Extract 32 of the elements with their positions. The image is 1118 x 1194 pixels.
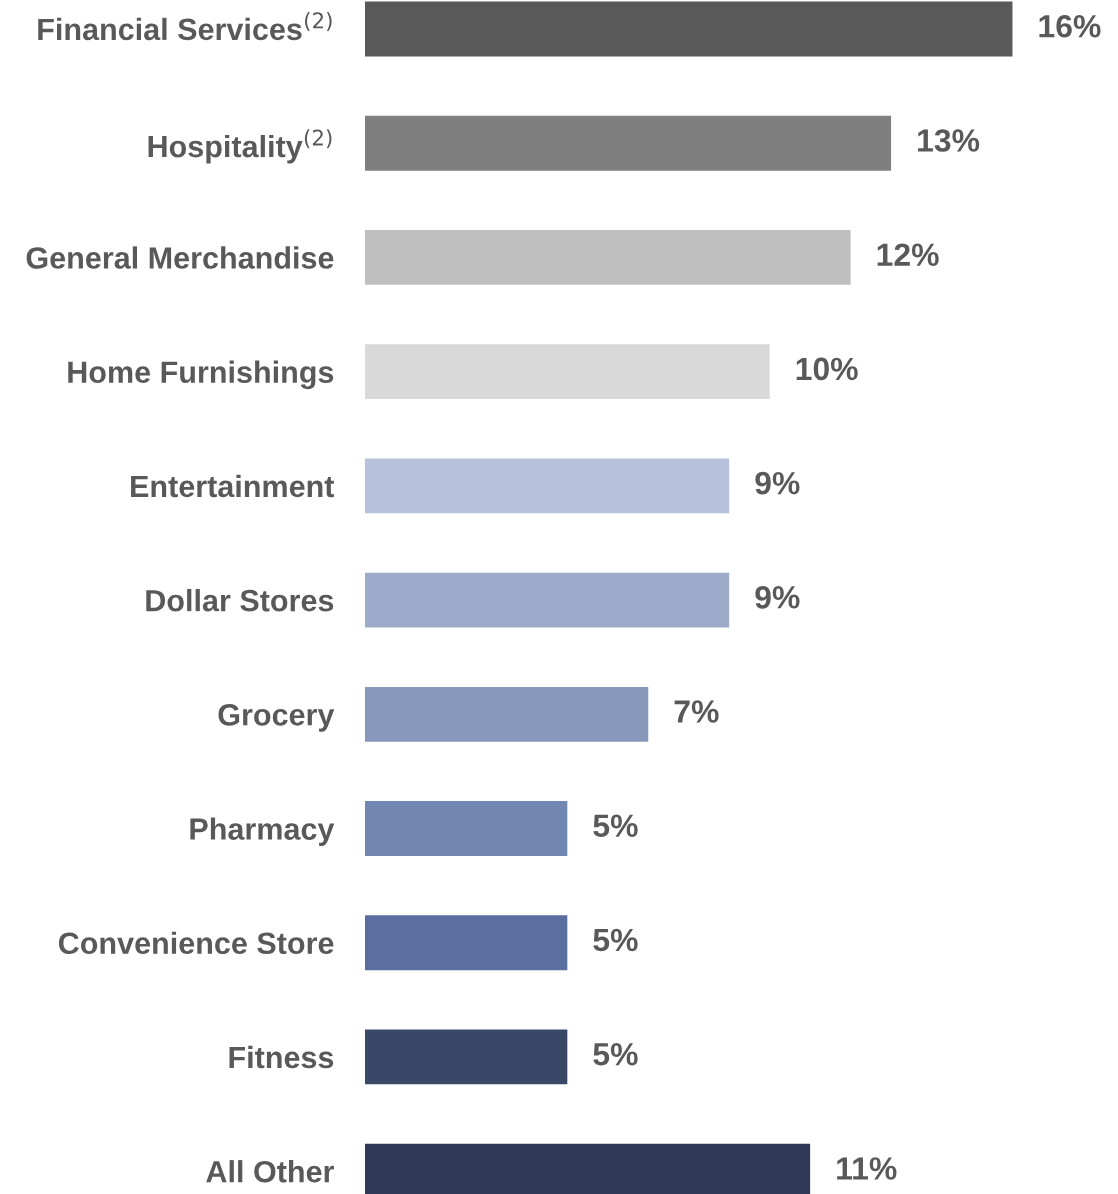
bar [365, 1029, 568, 1085]
bar [365, 572, 730, 628]
data-label: 7% [674, 700, 719, 723]
data-label: 5% [593, 1042, 638, 1066]
y-tick-label: Convenience Store [58, 931, 334, 955]
y-tick-label: Fitness [229, 1045, 334, 1069]
bar [365, 801, 568, 856]
data-label: 16% [1039, 14, 1101, 38]
data-label: 5% [593, 928, 638, 952]
bar [365, 115, 892, 171]
data-label: 5% [593, 814, 638, 838]
y-tick-label: All Other [206, 1160, 334, 1183]
y-tick-label: Financial Services$^{(2)}$ [38, 11, 332, 41]
data-label: 11% [837, 1157, 897, 1180]
y-tick-label: Hospitality$^{(2)}$ [148, 129, 332, 164]
data-label: 9% [755, 586, 800, 609]
y-tick-label: Pharmacy [190, 817, 335, 846]
data-label: 9% [755, 471, 800, 495]
data-label: 10% [796, 357, 858, 381]
y-tick-label: Grocery [218, 704, 335, 732]
bar [365, 915, 568, 971]
y-tick-label: Home Furnishings [68, 360, 334, 390]
y-tick-label: Dollar Stores [146, 589, 334, 612]
data-label: 13% [918, 129, 980, 152]
bar [365, 230, 851, 285]
data-label: 12% [877, 243, 939, 266]
y-tick-label: Entertainment [131, 474, 335, 498]
bar [365, 344, 770, 400]
y-tick-label: General Merchandise [26, 246, 334, 269]
bar [365, 686, 649, 742]
bar [365, 1, 1013, 57]
bar [365, 458, 730, 514]
